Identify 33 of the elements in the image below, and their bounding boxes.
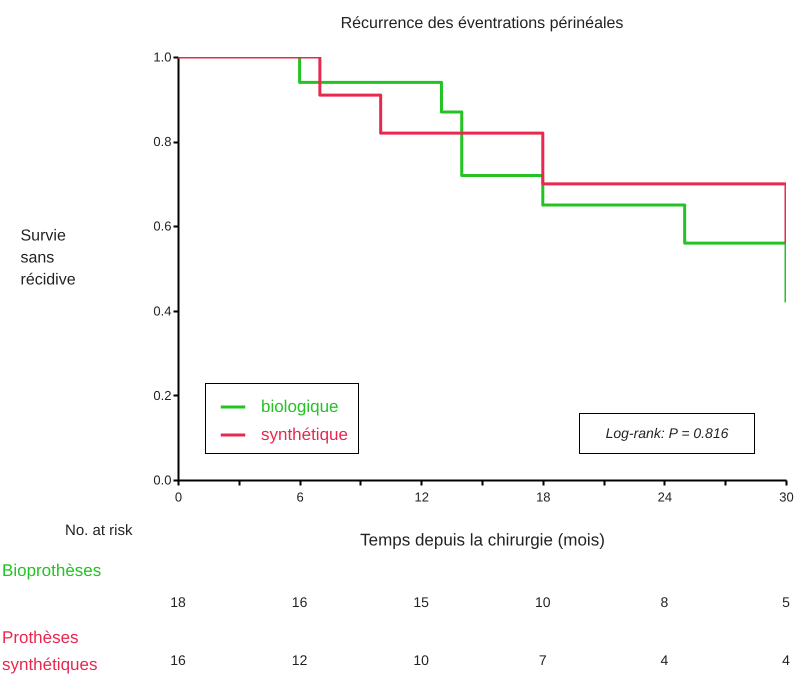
legend-label: biologique	[261, 397, 339, 416]
text: 10	[535, 594, 551, 610]
y-tick-label: 0.0	[153, 472, 172, 488]
x-tick-label: 12	[414, 490, 429, 504]
chart-title: Récurrence des éventrations périnéales	[340, 15, 624, 32]
x-tick-label: 30	[779, 490, 794, 504]
text: 18	[170, 594, 186, 610]
x-tick-label: 6	[296, 490, 304, 504]
x-tick-label: 18	[536, 490, 551, 504]
y-tick-label: 0.2	[153, 388, 172, 403]
y-tick-label: 0.4	[153, 303, 172, 318]
x-axis-title: Temps depuis la chirurgie (mois)	[360, 530, 605, 550]
text: 7	[538, 652, 547, 668]
text: Prothèses synthétiques	[2, 627, 98, 676]
y-tick-label: 1.0	[153, 50, 172, 64]
y-tick-label: 0.8	[153, 134, 172, 150]
text: 8	[660, 594, 668, 610]
text: 4	[782, 652, 790, 668]
y-axis-title: Survie sans récidive	[20, 228, 76, 288]
text: 12	[292, 652, 308, 668]
y-tick-label: 0.6	[153, 218, 172, 234]
text: Bioprothèses	[2, 560, 102, 582]
x-tick-label: 24	[658, 490, 672, 504]
annotation: Log-rank: P = 0.816	[579, 413, 755, 454]
text: 16	[170, 652, 186, 668]
text: 5	[782, 594, 790, 610]
text: 16	[292, 594, 308, 610]
text: 15	[413, 594, 429, 610]
text: No. at risk	[65, 522, 133, 539]
legend-label: synthétique	[261, 425, 348, 444]
x-tick-label: 0	[174, 490, 182, 504]
text: 4	[660, 652, 668, 668]
text: 10	[413, 652, 429, 668]
